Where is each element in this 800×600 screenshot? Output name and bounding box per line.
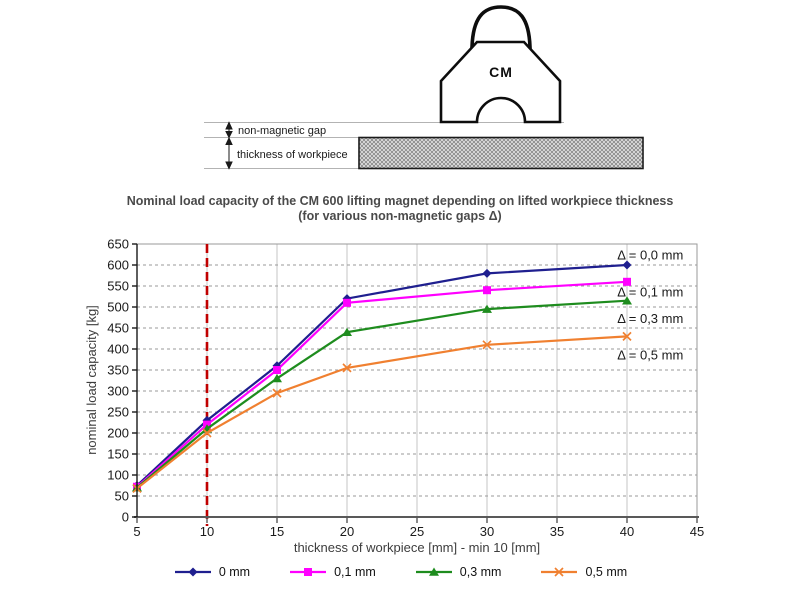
svg-text:350: 350 [107, 363, 129, 378]
svg-text:Δ = 0,0 mm: Δ = 0,0 mm [617, 247, 683, 262]
svg-text:550: 550 [107, 279, 129, 294]
magnet-body [439, 40, 562, 124]
svg-text:40: 40 [620, 524, 634, 539]
gap-label: non-magnetic gap [238, 125, 326, 137]
svg-text:600: 600 [107, 258, 129, 273]
legend-label: 0,3 mm [459, 565, 502, 579]
magnet-schematic-diagram: non-magnetic gap thickness of workpiece … [204, 5, 644, 170]
svg-text:100: 100 [107, 468, 129, 483]
legend-marker-triangle-icon [415, 567, 452, 576]
svg-text:30: 30 [480, 524, 494, 539]
svg-text:650: 650 [107, 237, 129, 252]
chart-title: Nominal load capacity of the CM 600 lift… [0, 194, 800, 224]
load-capacity-chart: Δ = 0,0 mm Δ = 0,1 mm Δ = 0,3 mm Δ = 0,5 mm… [84, 237, 704, 556]
legend-item-0-3mm: 0,3 mm [414, 565, 502, 579]
svg-text:15: 15 [270, 524, 284, 539]
svg-text:50: 50 [115, 489, 129, 504]
svg-text:200: 200 [107, 426, 129, 441]
svg-text:250: 250 [107, 405, 129, 420]
svg-text:Δ = 0,1 mm: Δ = 0,1 mm [617, 284, 683, 299]
legend-label: 0 mm [218, 565, 251, 579]
svg-text:20: 20 [340, 524, 354, 539]
plot-area: Δ = 0,0 mm Δ = 0,1 mm Δ = 0,3 mm Δ = 0,5 mm… [107, 237, 704, 540]
legend-marker-x-icon [541, 567, 578, 577]
x-axis-label: thickness of workpiece [mm] - min 10 [mm… [294, 540, 540, 555]
legend-item-0-1mm: 0,1 mm [288, 565, 376, 579]
legend-label: 0,1 mm [334, 565, 376, 579]
chart-title-line2: (for various non-magnetic gaps Δ) [298, 209, 502, 223]
y-axis-label: nominal load capacity [kg] [84, 305, 99, 455]
workpiece-bar [358, 136, 644, 170]
svg-text:35: 35 [550, 524, 564, 539]
magnet-lifting-bow [470, 5, 532, 49]
svg-text:0: 0 [122, 510, 129, 525]
chart-legend: 0 mm 0,1 mm 0,3 mm 0,5 mm [0, 565, 800, 579]
magnet-label: CM [489, 64, 513, 80]
legend-marker-diamond-icon [174, 567, 211, 577]
svg-text:450: 450 [107, 321, 129, 336]
legend-marker-square-icon [290, 568, 327, 576]
legend-item-0-5mm: 0,5 mm [539, 565, 627, 579]
svg-text:10: 10 [200, 524, 214, 539]
svg-text:Δ = 0,5 mm: Δ = 0,5 mm [617, 347, 683, 362]
svg-text:25: 25 [410, 524, 424, 539]
svg-text:150: 150 [107, 447, 129, 462]
dimension-arrows [225, 121, 233, 170]
svg-text:400: 400 [107, 342, 129, 357]
svg-text:500: 500 [107, 300, 129, 315]
legend-label: 0,5 mm [585, 565, 628, 579]
svg-text:5: 5 [133, 524, 140, 539]
chart-title-line1: Nominal load capacity of the CM 600 lift… [126, 194, 674, 208]
svg-text:Δ = 0,3 mm: Δ = 0,3 mm [617, 311, 683, 326]
svg-text:45: 45 [690, 524, 704, 539]
svg-text:300: 300 [107, 384, 129, 399]
thickness-label: thickness of workpiece [237, 149, 348, 161]
legend-item-0mm: 0 mm [173, 565, 250, 579]
